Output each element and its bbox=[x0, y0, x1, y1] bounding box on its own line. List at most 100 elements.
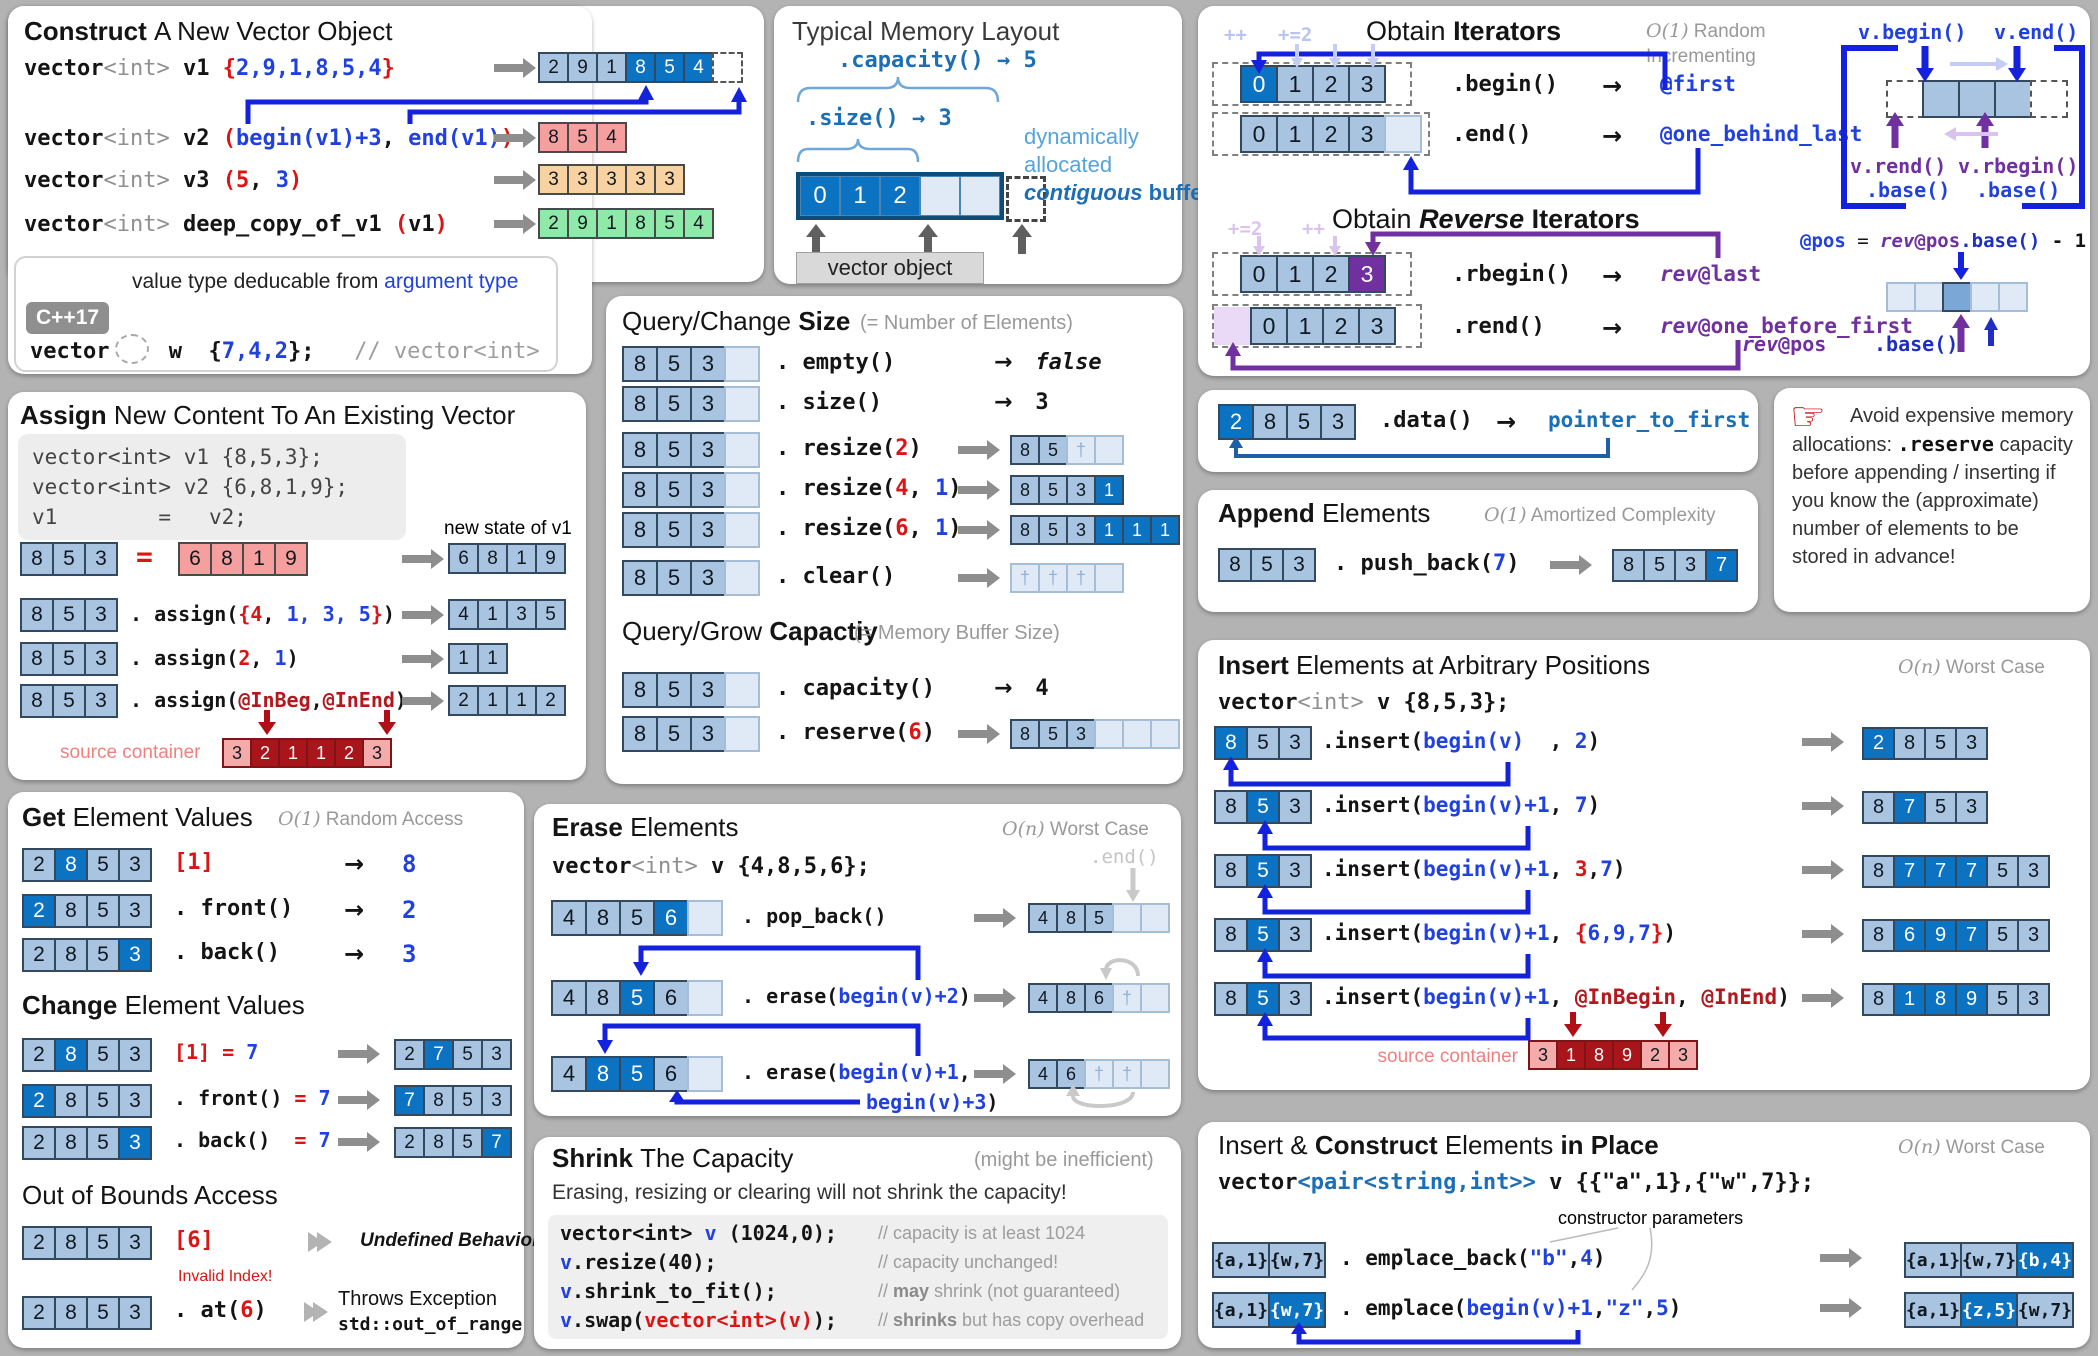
token: → bbox=[994, 390, 1036, 415]
token: v bbox=[697, 854, 738, 879]
token: , bbox=[1549, 921, 1575, 945]
token: O bbox=[1646, 20, 1662, 42]
vector-cell: 5 bbox=[1250, 548, 1284, 582]
token: Construct bbox=[24, 16, 154, 46]
vector-cell: 2 bbox=[1322, 307, 1360, 345]
section-title: Obtain Reverse Iterators bbox=[1332, 204, 1640, 235]
token: begin(v)+1 bbox=[1423, 921, 1550, 945]
complexity-label: O(1) Random Access bbox=[278, 808, 463, 831]
token: Element Values bbox=[72, 802, 253, 832]
vector-cell: 8 bbox=[1584, 1040, 1614, 1070]
increment-label: +=2 bbox=[1278, 24, 1313, 46]
result-arrow bbox=[494, 214, 536, 234]
vector-cell: 3 bbox=[1278, 726, 1312, 760]
code-line: v1 = v2; bbox=[32, 505, 247, 529]
vector-cell: 3 bbox=[690, 432, 726, 468]
code-row: .rbegin() bbox=[1452, 262, 1571, 287]
token: . assign( bbox=[130, 646, 239, 670]
token: .reserve bbox=[1897, 432, 1994, 456]
vector-cell: 8 bbox=[1214, 790, 1248, 824]
vector-cell: 8 bbox=[585, 900, 621, 936]
token: { bbox=[1574, 921, 1588, 945]
token: . size() bbox=[776, 390, 882, 415]
vector-cell: 8 bbox=[622, 346, 658, 382]
vector-cell bbox=[1094, 563, 1124, 593]
code-row: vector<int> v {4,8,5,6}; bbox=[552, 854, 870, 879]
code-row: v.swap(vector<int>(v)); bbox=[560, 1308, 837, 1332]
vector-cell: 2 bbox=[394, 1039, 425, 1070]
thin-arrow: → bbox=[1602, 314, 1622, 342]
token: → bbox=[983, 48, 1024, 73]
token: @pos bbox=[1778, 332, 1827, 356]
code-row: . resize(2) bbox=[776, 436, 922, 461]
vector-cell: 4 bbox=[448, 599, 479, 630]
token: 3 bbox=[402, 940, 417, 968]
vector-cell: 8 bbox=[1924, 983, 1957, 1016]
vector-cell: 1 bbox=[1276, 255, 1314, 293]
vector-cell: 3 bbox=[690, 716, 726, 752]
token: <int> bbox=[103, 168, 170, 193]
pointer-up-arrow bbox=[1012, 224, 1032, 254]
token: Change bbox=[22, 990, 125, 1020]
vector-cell: 8 bbox=[1862, 855, 1895, 888]
vector-cell: 3 bbox=[690, 346, 726, 382]
vector-cell: 7 bbox=[423, 1039, 454, 1070]
vector-cell: 3 bbox=[84, 684, 118, 718]
vector-cell: 3 bbox=[654, 164, 685, 195]
vector-cell: 1 bbox=[1122, 515, 1152, 545]
buffer-note-line2: allocated bbox=[1024, 152, 1112, 178]
token: 5 bbox=[235, 168, 250, 193]
token: v2 bbox=[169, 126, 223, 151]
token: (n) bbox=[1913, 1136, 1941, 1158]
token: ) bbox=[948, 476, 962, 501]
token: "b" bbox=[1529, 1246, 1568, 1270]
token: , bbox=[250, 646, 275, 670]
code-row: .data() bbox=[1380, 408, 1473, 433]
vector-cell: 1 bbox=[1286, 307, 1324, 345]
token: ) bbox=[908, 436, 922, 461]
vector-cell: 5 bbox=[86, 894, 120, 928]
vector-cell bbox=[1958, 80, 1996, 118]
token: ) bbox=[1587, 793, 1601, 817]
code-row: . assign(2, 1) bbox=[130, 646, 299, 670]
vector-cell: 1 bbox=[1094, 515, 1124, 545]
increment-label: +=2 bbox=[1228, 218, 1263, 240]
vector-cell: 1 bbox=[1893, 983, 1926, 1016]
code-row: .insert(begin(v)+1, {6,9,7}) bbox=[1322, 921, 1676, 945]
vector-cell: {w,7} bbox=[2016, 1292, 2074, 1328]
vector-cell: 3 bbox=[567, 164, 598, 195]
token: rev bbox=[1880, 230, 1915, 252]
result-arrow bbox=[338, 1090, 380, 1110]
token: // capacity unchanged! bbox=[878, 1252, 1059, 1272]
result-arrow bbox=[1802, 732, 1844, 752]
token: rev bbox=[1742, 332, 1779, 356]
result-arrow bbox=[1820, 1248, 1862, 1268]
token: // vector<int> bbox=[314, 339, 540, 364]
vector-cell: 3 bbox=[222, 738, 252, 768]
vector-cell: {a,1} bbox=[1212, 1242, 1270, 1278]
ctor-params-label: constructor parameters bbox=[1558, 1208, 1744, 1228]
assign-equals: = bbox=[136, 540, 153, 573]
code-row: .end() bbox=[1452, 122, 1531, 147]
token: dynamically bbox=[1024, 124, 1139, 149]
token: Assign bbox=[20, 400, 114, 430]
code-row: vector<int> v1 {2,9,1,8,5,4} bbox=[24, 56, 395, 81]
vector-cell: {w,7} bbox=[1268, 1242, 1326, 1278]
vector-cell: 8 bbox=[622, 512, 658, 548]
vector-cell: 5 bbox=[1246, 854, 1280, 888]
token: Random Access bbox=[320, 809, 464, 830]
vector-cell: 6 bbox=[653, 980, 689, 1016]
vector-cell: 8 bbox=[1214, 982, 1248, 1016]
token: , bbox=[1549, 857, 1575, 881]
token: Obtain bbox=[1332, 204, 1420, 234]
token: Query/Change bbox=[622, 306, 799, 336]
note-text: value type deducable from argument type bbox=[132, 270, 518, 294]
vector-cell: 2 bbox=[22, 1126, 56, 1160]
